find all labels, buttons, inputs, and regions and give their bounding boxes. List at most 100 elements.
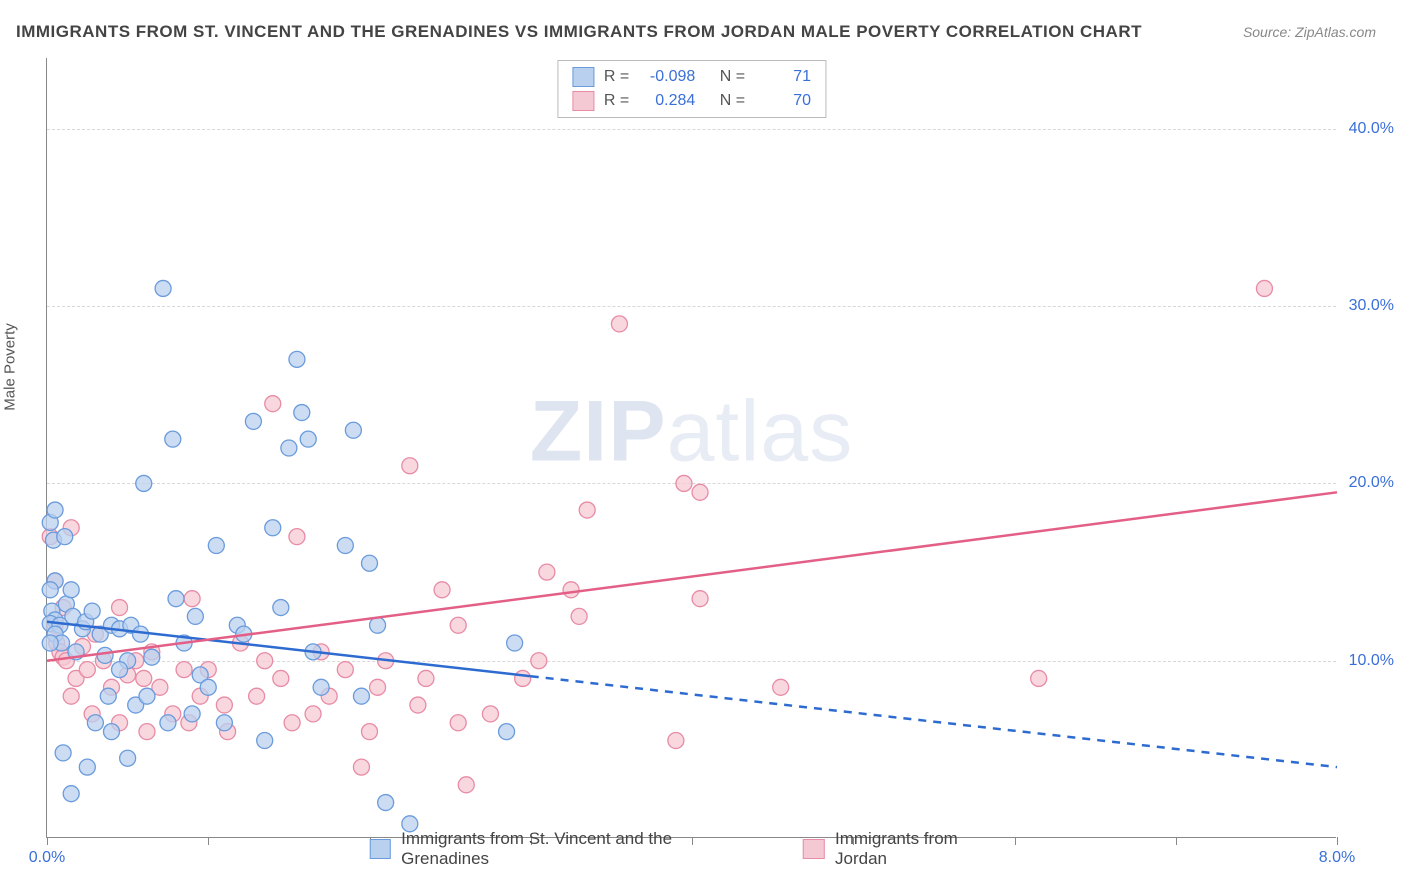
legend-bottom: Immigrants from St. Vincent and the Gren…	[369, 829, 1014, 869]
scatter-point	[353, 759, 369, 775]
scatter-point	[155, 280, 171, 296]
scatter-point	[362, 555, 378, 571]
scatter-point	[692, 591, 708, 607]
scatter-point	[265, 520, 281, 536]
x-tick	[47, 837, 48, 845]
scatter-point	[257, 733, 273, 749]
x-tick	[1015, 837, 1016, 845]
source-attribution: Source: ZipAtlas.com	[1243, 24, 1376, 40]
scatter-point	[184, 706, 200, 722]
scatter-point	[165, 431, 181, 447]
scatter-point	[378, 795, 394, 811]
scatter-point	[200, 679, 216, 695]
scatter-point	[571, 608, 587, 624]
scatter-point	[676, 475, 692, 491]
scatter-point	[273, 670, 289, 686]
scatter-point	[187, 608, 203, 624]
scatter-point	[97, 647, 113, 663]
scatter-point	[507, 635, 523, 651]
legend-row-series1: R = -0.098 N = 71	[572, 65, 811, 89]
scatter-point	[245, 413, 261, 429]
scatter-point	[410, 697, 426, 713]
scatter-point	[337, 538, 353, 554]
scatter-point	[458, 777, 474, 793]
scatter-point	[289, 529, 305, 545]
y-tick-label: 20.0%	[1349, 474, 1394, 492]
scatter-point	[184, 591, 200, 607]
plot-area: ZIPatlas 10.0%20.0%30.0%40.0% 0.0%8.0% R…	[46, 58, 1336, 838]
legend-N-value-series2: 70	[755, 92, 811, 110]
scatter-point	[345, 422, 361, 438]
scatter-point	[284, 715, 300, 731]
scatter-point	[63, 786, 79, 802]
regression-line-dashed	[531, 676, 1337, 767]
regression-line-solid	[47, 492, 1337, 660]
legend-swatch-series1-icon	[369, 839, 391, 859]
legend-swatch-series2	[572, 91, 594, 111]
legend-swatch-series2-icon	[803, 839, 825, 859]
scatter-point	[84, 603, 100, 619]
scatter-point	[42, 635, 58, 651]
scatter-point	[273, 600, 289, 616]
scatter-point	[668, 733, 684, 749]
legend-bottom-series2: Immigrants from Jordan	[803, 829, 1014, 869]
scatter-point	[120, 750, 136, 766]
scatter-point	[1256, 280, 1272, 296]
scatter-point	[773, 679, 789, 695]
scatter-point	[539, 564, 555, 580]
scatter-point	[294, 405, 310, 421]
scatter-point	[216, 697, 232, 713]
scatter-point	[418, 670, 434, 686]
scatter-point	[281, 440, 297, 456]
legend-row-series2: R = 0.284 N = 70	[572, 89, 811, 113]
legend-R-value-series1: -0.098	[639, 68, 695, 86]
scatter-point	[611, 316, 627, 332]
scatter-point	[289, 351, 305, 367]
scatter-point	[499, 724, 515, 740]
chart-title: IMMIGRANTS FROM ST. VINCENT AND THE GREN…	[16, 22, 1142, 42]
legend-swatch-series1	[572, 67, 594, 87]
scatter-point	[515, 670, 531, 686]
scatter-point	[579, 502, 595, 518]
legend-N-label: N =	[720, 68, 745, 86]
scatter-point	[100, 688, 116, 704]
scatter-point	[249, 688, 265, 704]
scatter-point	[139, 724, 155, 740]
scatter-point	[313, 679, 329, 695]
legend-R-label: R =	[604, 92, 629, 110]
scatter-point	[531, 653, 547, 669]
scatter-point	[300, 431, 316, 447]
scatter-point	[305, 706, 321, 722]
y-axis-label: Male Poverty	[2, 323, 19, 411]
scatter-point	[57, 529, 73, 545]
y-tick-label: 30.0%	[1349, 297, 1394, 315]
scatter-point	[563, 582, 579, 598]
legend-bottom-series1: Immigrants from St. Vincent and the Gren…	[369, 829, 763, 869]
scatter-point	[450, 617, 466, 633]
y-tick-label: 10.0%	[1349, 652, 1394, 670]
x-tick	[208, 837, 209, 845]
scatter-point	[42, 582, 58, 598]
scatter-point	[370, 679, 386, 695]
legend-label-series1: Immigrants from St. Vincent and the Gren…	[401, 829, 763, 869]
scatter-svg	[47, 58, 1336, 837]
legend-correlation-box: R = -0.098 N = 71 R = 0.284 N = 70	[557, 60, 826, 118]
scatter-point	[87, 715, 103, 731]
scatter-point	[370, 617, 386, 633]
scatter-point	[112, 662, 128, 678]
scatter-point	[434, 582, 450, 598]
legend-R-label: R =	[604, 68, 629, 86]
scatter-point	[482, 706, 498, 722]
series-stvincent	[42, 280, 522, 831]
scatter-point	[47, 502, 63, 518]
scatter-point	[139, 688, 155, 704]
scatter-point	[136, 475, 152, 491]
legend-N-label: N =	[720, 92, 745, 110]
scatter-point	[450, 715, 466, 731]
scatter-point	[136, 670, 152, 686]
scatter-point	[337, 662, 353, 678]
scatter-point	[216, 715, 232, 731]
scatter-point	[79, 759, 95, 775]
scatter-point	[63, 688, 79, 704]
scatter-point	[257, 653, 273, 669]
